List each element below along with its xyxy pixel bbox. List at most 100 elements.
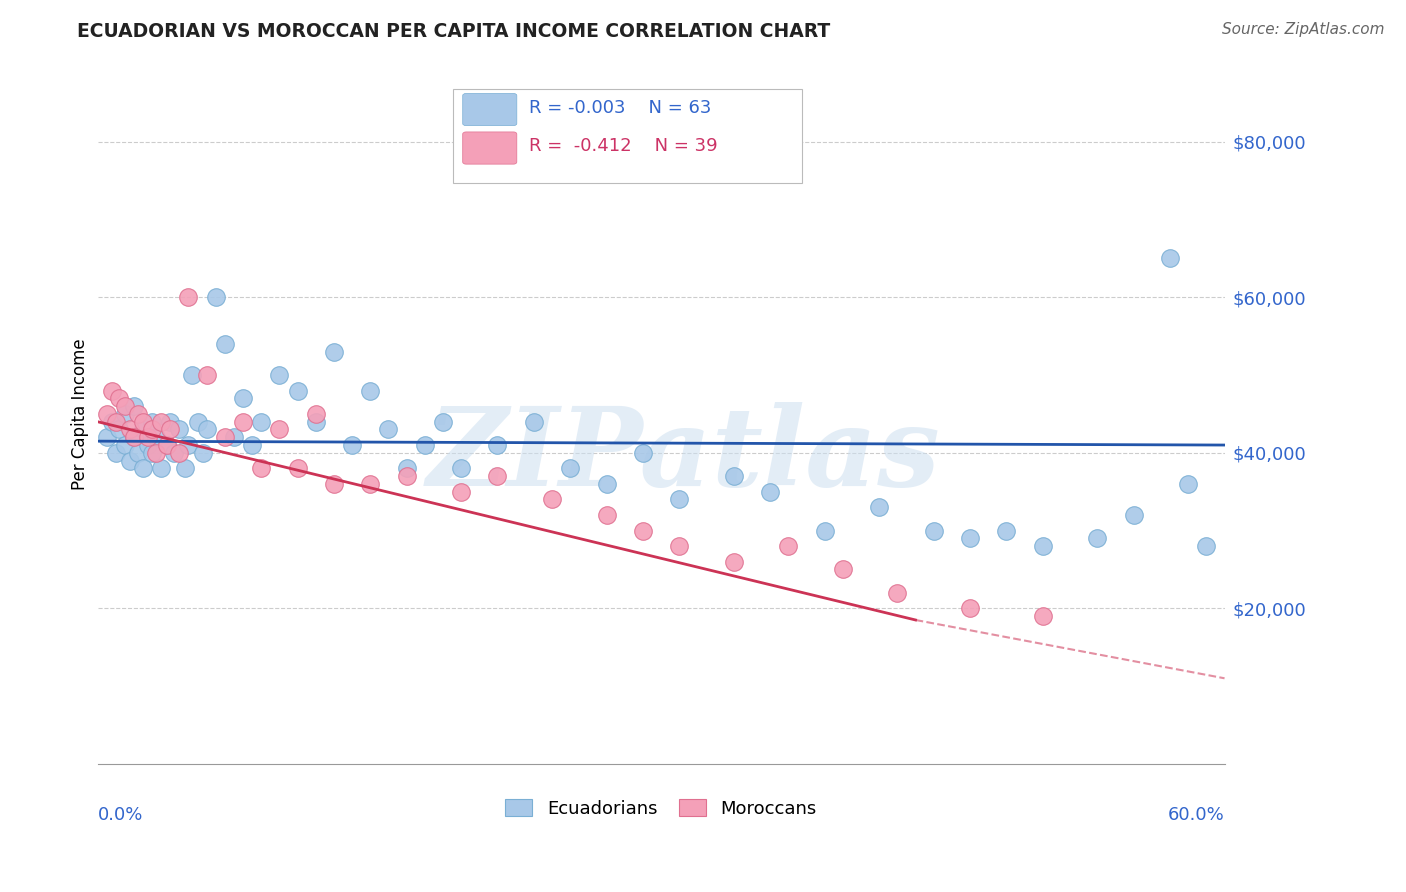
Point: [141, 415, 163, 429]
Point: [127, 407, 149, 421]
Point: [523, 415, 546, 429]
Text: ECUADORIAN VS MOROCCAN PER CAPITA INCOME CORRELATION CHART: ECUADORIAN VS MOROCCAN PER CAPITA INCOME…: [77, 22, 831, 41]
Point: [114, 399, 136, 413]
Point: [995, 524, 1018, 538]
Point: [450, 461, 472, 475]
Point: [486, 469, 509, 483]
Point: [156, 438, 179, 452]
Point: [723, 469, 745, 483]
Point: [631, 446, 654, 460]
Point: [150, 461, 173, 475]
Point: [1159, 252, 1181, 266]
Point: [187, 415, 209, 429]
FancyBboxPatch shape: [463, 132, 517, 164]
Point: [595, 477, 617, 491]
Point: [214, 337, 236, 351]
Point: [305, 407, 328, 421]
Text: R =  -0.412    N = 39: R = -0.412 N = 39: [529, 137, 718, 155]
Point: [141, 446, 163, 460]
Point: [101, 415, 124, 429]
Point: [169, 422, 191, 436]
Point: [138, 430, 160, 444]
Point: [759, 484, 782, 499]
Point: [250, 415, 273, 429]
Point: [177, 438, 200, 452]
Point: [560, 461, 582, 475]
Point: [1177, 477, 1199, 491]
Point: [114, 407, 136, 421]
Point: [395, 461, 418, 475]
Point: [150, 415, 173, 429]
Point: [173, 461, 195, 475]
Point: [132, 422, 155, 436]
Point: [541, 492, 564, 507]
Point: [195, 368, 218, 382]
Text: R = -0.003    N = 63: R = -0.003 N = 63: [529, 99, 711, 117]
Point: [305, 415, 328, 429]
Point: [595, 508, 617, 522]
Point: [668, 539, 690, 553]
Point: [395, 469, 418, 483]
Point: [486, 438, 509, 452]
Point: [886, 586, 908, 600]
Text: 60.0%: 60.0%: [1168, 805, 1225, 824]
Point: [269, 422, 291, 436]
Point: [1195, 539, 1218, 553]
Point: [120, 453, 142, 467]
Point: [108, 392, 131, 406]
Point: [195, 422, 218, 436]
Point: [1032, 539, 1054, 553]
Point: [269, 368, 291, 382]
Point: [222, 430, 245, 444]
Point: [831, 562, 853, 576]
Point: [181, 368, 204, 382]
Point: [159, 415, 181, 429]
FancyBboxPatch shape: [463, 94, 517, 126]
Point: [159, 422, 181, 436]
Point: [101, 384, 124, 398]
Point: [114, 438, 136, 452]
Point: [413, 438, 436, 452]
Point: [96, 407, 118, 421]
Point: [287, 461, 309, 475]
FancyBboxPatch shape: [453, 88, 801, 183]
Point: [177, 290, 200, 304]
Point: [120, 422, 142, 436]
Point: [232, 392, 254, 406]
Point: [232, 415, 254, 429]
Point: [377, 422, 399, 436]
Point: [240, 438, 263, 452]
Point: [122, 430, 145, 444]
Y-axis label: Per Capita Income: Per Capita Income: [72, 338, 89, 490]
Point: [322, 477, 344, 491]
Point: [138, 438, 160, 452]
Text: ZIPatlas: ZIPatlas: [426, 402, 941, 509]
Point: [668, 492, 690, 507]
Point: [145, 430, 167, 444]
Point: [132, 461, 155, 475]
Point: [287, 384, 309, 398]
Point: [959, 601, 981, 615]
Point: [191, 446, 214, 460]
Point: [340, 438, 363, 452]
Point: [104, 446, 127, 460]
Point: [104, 415, 127, 429]
Point: [814, 524, 837, 538]
Point: [250, 461, 273, 475]
Point: [432, 415, 454, 429]
Point: [122, 430, 145, 444]
Point: [450, 484, 472, 499]
Point: [959, 532, 981, 546]
Point: [322, 344, 344, 359]
Point: [214, 430, 236, 444]
Point: [122, 399, 145, 413]
Point: [723, 555, 745, 569]
Point: [145, 446, 167, 460]
Point: [778, 539, 800, 553]
Point: [359, 384, 381, 398]
Point: [359, 477, 381, 491]
Point: [127, 446, 149, 460]
Point: [141, 422, 163, 436]
Point: [1122, 508, 1144, 522]
Text: Source: ZipAtlas.com: Source: ZipAtlas.com: [1222, 22, 1385, 37]
